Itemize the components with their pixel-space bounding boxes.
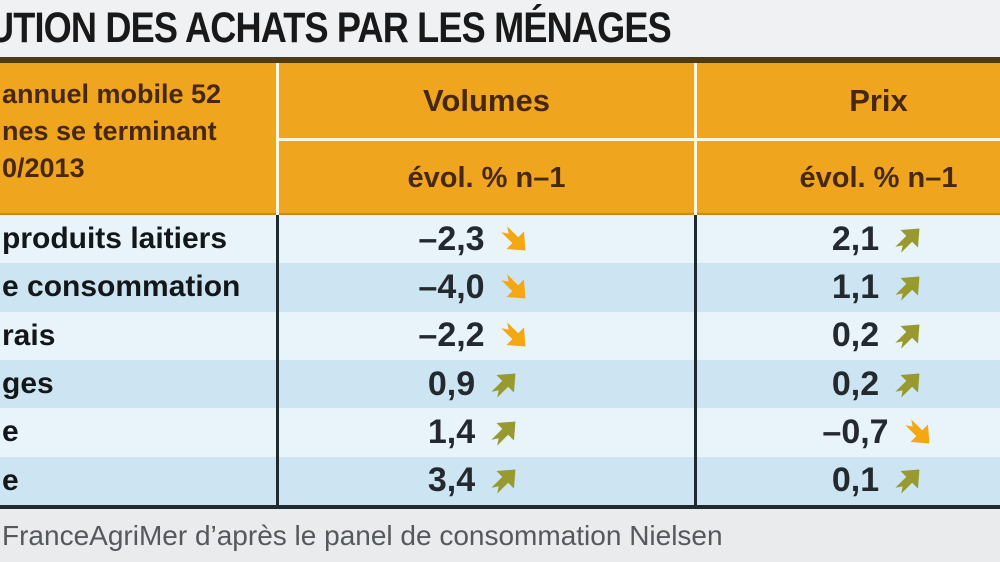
prix-header: Prix xyxy=(697,63,1000,141)
table-row: ges 0,9 0,2 xyxy=(0,359,1000,409)
prix-cell: 0,1 xyxy=(694,456,1000,505)
trend-down-icon xyxy=(904,419,930,444)
table-body: produits laitiers –2,3 2,1 e consommation… xyxy=(0,215,1000,505)
prix-cell: 1,1 xyxy=(694,263,1000,312)
trend-up-icon xyxy=(895,469,920,494)
source-text: FranceAgriMer d’après le panel de consom… xyxy=(2,519,723,551)
trend-down-icon xyxy=(500,322,526,347)
header-row-label: annuel mobile 52 nes se terminant 0/2013 xyxy=(0,63,276,215)
volumes-value: 0,9 xyxy=(427,364,476,403)
header-col-volumes: Volumes évol. % n–1 xyxy=(276,63,694,215)
table-row: e 1,4 –0,7 xyxy=(0,408,1000,457)
volumes-cell: –4,0 xyxy=(276,263,694,312)
volumes-cell: 3,4 xyxy=(276,456,694,505)
table-row: rais –2,2 0,2 xyxy=(0,311,1000,360)
trend-up-icon xyxy=(491,469,516,494)
volumes-value: 1,4 xyxy=(427,412,476,451)
trend-up-icon xyxy=(491,421,516,446)
volumes-value: 3,4 xyxy=(427,461,476,500)
row-label: rais xyxy=(2,318,56,352)
prix-subheader: évol. % n–1 xyxy=(799,161,958,194)
page-title: UTION DES ACHATS PAR LES MÉNAGES xyxy=(0,4,672,52)
row-label: produits laitiers xyxy=(2,222,228,256)
volumes-header: Volumes xyxy=(279,63,694,141)
trend-up-icon xyxy=(895,276,920,301)
title-bar: UTION DES ACHATS PAR LES MÉNAGES xyxy=(0,0,1000,57)
prix-cell: 2,1 xyxy=(694,215,1000,264)
table-row: e 3,4 0,1 xyxy=(0,456,1000,505)
prix-value: 0,2 xyxy=(831,316,880,355)
volumes-cell: 1,4 xyxy=(276,408,694,457)
volumes-value: –2,2 xyxy=(418,316,485,355)
prix-value: 0,1 xyxy=(831,461,880,500)
row-label: ges xyxy=(2,367,54,401)
header-col-prix: Prix évol. % n–1 xyxy=(694,63,1000,215)
prix-value: 2,1 xyxy=(831,219,880,258)
trend-up-icon xyxy=(895,228,920,253)
row-label: e xyxy=(2,415,19,449)
header-row-label-line3: 0/2013 xyxy=(2,153,85,183)
volumes-cell: –2,2 xyxy=(276,311,694,360)
title-underline xyxy=(0,57,1000,63)
row-label: e xyxy=(2,463,19,497)
volumes-cell: 0,9 xyxy=(276,359,694,409)
volumes-cell: –2,3 xyxy=(276,215,694,264)
prix-value: 1,1 xyxy=(831,267,880,306)
source-bar: FranceAgriMer d’après le panel de consom… xyxy=(0,509,1000,562)
prix-value: 0,2 xyxy=(831,364,880,403)
prix-value: –0,7 xyxy=(822,412,889,451)
table-header: annuel mobile 52 nes se terminant 0/2013… xyxy=(0,63,1000,215)
header-row-label-line2: nes se terminant xyxy=(2,116,217,146)
table-row: produits laitiers –2,3 2,1 xyxy=(0,215,1000,264)
trend-up-icon xyxy=(491,373,516,398)
trend-up-icon xyxy=(895,324,920,349)
prix-cell: –0,7 xyxy=(694,408,1000,457)
trend-down-icon xyxy=(500,274,526,299)
volumes-value: –2,3 xyxy=(418,219,485,258)
row-label: e consommation xyxy=(2,270,241,304)
table-bottom-border xyxy=(0,505,1000,509)
trend-up-icon xyxy=(895,373,920,398)
header-row-label-line1: annuel mobile 52 xyxy=(2,79,222,109)
table-row: e consommation –4,0 1,1 xyxy=(0,263,1000,312)
prix-cell: 0,2 xyxy=(694,359,1000,409)
trend-down-icon xyxy=(500,226,526,251)
volumes-value: –4,0 xyxy=(418,267,485,306)
volumes-subheader: évol. % n–1 xyxy=(407,161,566,194)
prix-cell: 0,2 xyxy=(694,311,1000,360)
